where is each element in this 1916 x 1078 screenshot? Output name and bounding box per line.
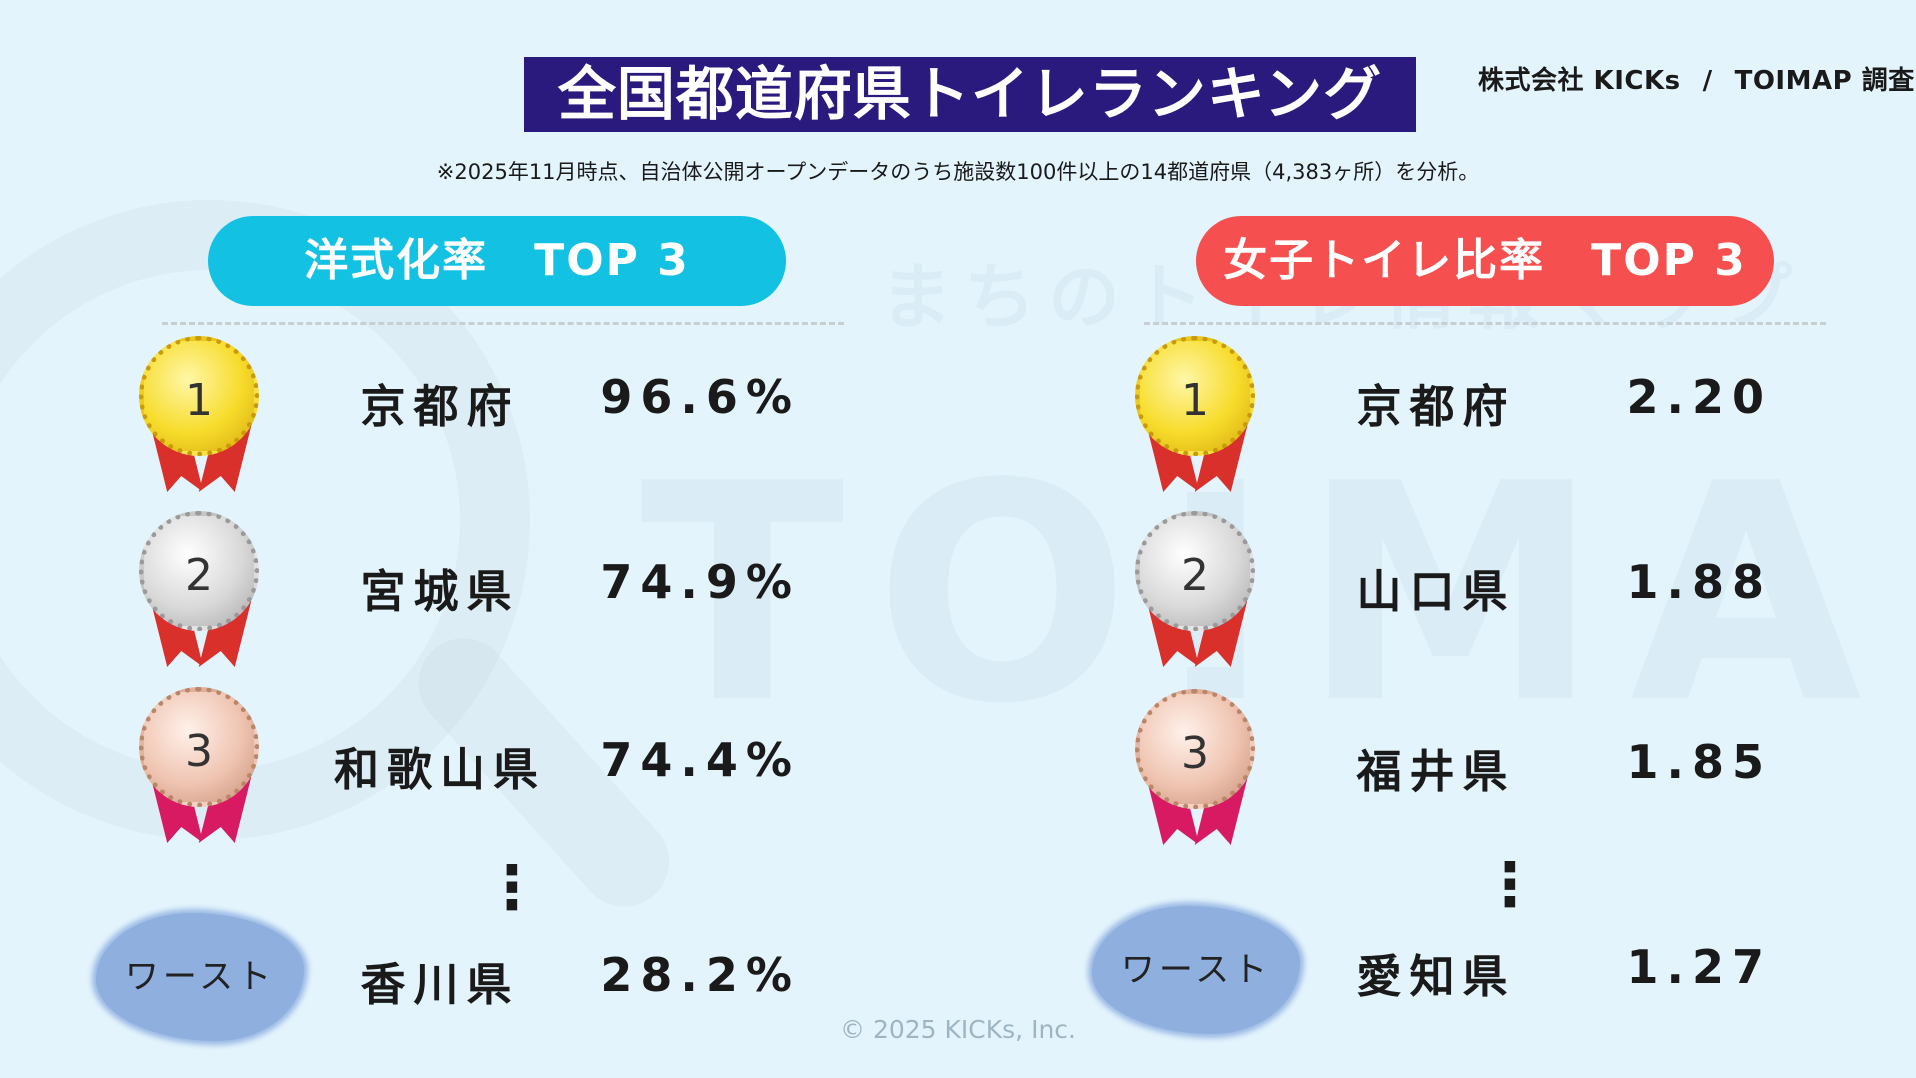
rank-number: 2 [139, 511, 259, 631]
left-divider [162, 322, 844, 325]
credit: 株式会社 KICKs / TOIMAP 調査 [1478, 60, 1915, 97]
right-rank3-prefecture: 福井県 [1356, 745, 1516, 798]
left-rank2-value: 74.9% [600, 555, 800, 609]
left-rank1-value: 96.6% [600, 370, 800, 424]
page-title: 全国都道府県トイレランキング [524, 57, 1416, 132]
watermark-logo: TOIMAP [640, 420, 1916, 769]
company-name: 株式会社 KICKs [1478, 66, 1681, 96]
rank-number: 2 [1135, 511, 1255, 631]
right-ellipsis: ⋮ [1480, 850, 1540, 920]
left-rank3-prefecture: 和歌山県 [333, 743, 546, 796]
medal-bronze-icon: 3 [1135, 689, 1259, 853]
copyright: © 2025 KICKs, Inc. [840, 1015, 1076, 1044]
medal-silver-icon: 2 [1135, 511, 1259, 675]
survey-note: ※2025年11月時点、自治体公開オープンデータのうち施設数100件以上の14都… [436, 160, 1480, 184]
left-rank2-prefecture: 宮城県 [360, 565, 520, 618]
rank-number: 3 [139, 687, 259, 807]
right-rank2-value: 1.88 [1626, 555, 1772, 609]
medal-gold-icon: 1 [139, 336, 263, 500]
right-heading: 女子トイレ比率 TOP 3 [1196, 216, 1774, 306]
rank-number: 1 [1135, 336, 1255, 456]
left-rank3-value: 74.4% [600, 733, 800, 787]
left-worst-value: 28.2% [600, 948, 800, 1002]
rank-number: 3 [1135, 689, 1255, 809]
right-worst-badge: ワースト [1092, 906, 1300, 1034]
right-rank1-value: 2.20 [1626, 370, 1772, 424]
right-rank3-value: 1.85 [1626, 735, 1772, 789]
left-worst-prefecture: 香川県 [360, 958, 520, 1011]
medal-silver-icon: 2 [139, 511, 263, 675]
right-rank1-prefecture: 京都府 [1356, 380, 1516, 433]
right-worst-value: 1.27 [1626, 940, 1772, 994]
survey-name: TOIMAP 調査 [1734, 66, 1915, 96]
left-ellipsis: ⋮ [482, 853, 542, 923]
medal-bronze-icon: 3 [139, 687, 263, 851]
left-heading: 洋式化率 TOP 3 [208, 216, 786, 306]
right-worst-prefecture: 愛知県 [1356, 950, 1516, 1003]
left-rank1-prefecture: 京都府 [360, 380, 520, 433]
credit-separator: / [1702, 66, 1713, 96]
left-worst-badge: ワースト [96, 913, 304, 1041]
medal-gold-icon: 1 [1135, 336, 1259, 500]
right-divider [1144, 322, 1826, 325]
right-rank2-prefecture: 山口県 [1356, 565, 1516, 618]
rank-number: 1 [139, 336, 259, 456]
